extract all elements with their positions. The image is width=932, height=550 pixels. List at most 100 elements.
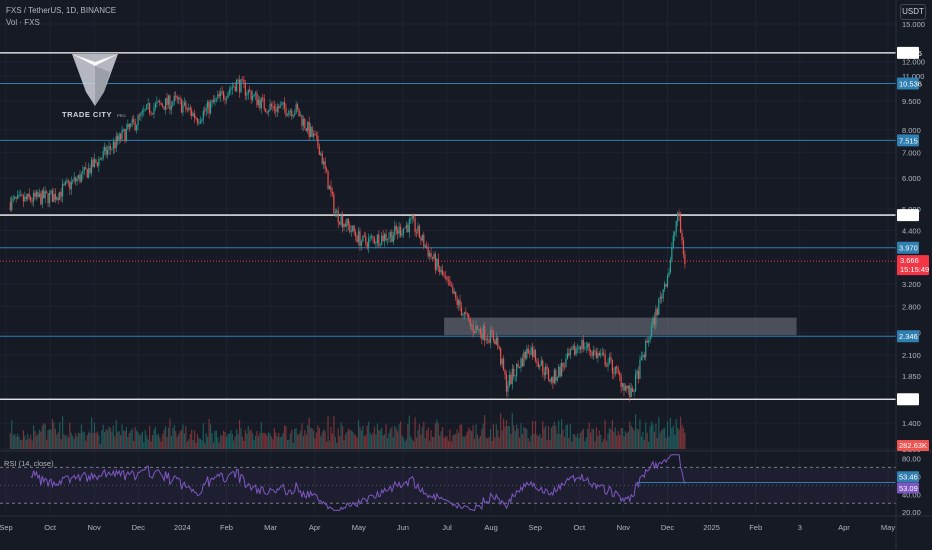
candle-body [568, 353, 570, 356]
candle-body [34, 192, 36, 197]
candle-body [315, 135, 318, 137]
candle-body [595, 351, 598, 358]
volume-bar [167, 427, 170, 449]
candle-body [600, 353, 602, 356]
volume-bar [24, 435, 26, 449]
volume-bar [53, 422, 55, 449]
candle-body [491, 330, 493, 334]
candle-body [469, 319, 471, 326]
volume-bar [241, 436, 244, 449]
volume-bar [252, 433, 254, 449]
volume-bar [574, 434, 576, 449]
volume-bar [594, 441, 596, 449]
candle-body [185, 102, 187, 110]
candle-body [658, 299, 660, 315]
candle-body [273, 106, 275, 110]
volume-bar [325, 441, 328, 449]
time-tick-label: Mar [264, 523, 277, 532]
candle-body [140, 112, 142, 116]
candle-body [417, 226, 419, 233]
volume-bar [182, 424, 184, 449]
level-badge-label: 10.536 [899, 79, 922, 88]
symbol-title[interactable]: FXS / TetherUS, 1D, BINANCE [6, 6, 117, 15]
candle-body [104, 146, 106, 152]
candle-body [430, 252, 432, 257]
candle-body [452, 286, 454, 294]
candle-body [176, 96, 178, 100]
volume-bar [624, 431, 627, 449]
candle-body [233, 86, 235, 88]
candle-body [546, 366, 548, 370]
candle-body [27, 193, 29, 200]
time-tick-label: Dec [661, 523, 675, 532]
volume-bar [553, 421, 555, 449]
candle-body [154, 103, 157, 108]
currency-button[interactable]: USDT [900, 4, 926, 20]
volume-bar [645, 422, 647, 449]
time-tick-label: 2025 [703, 523, 720, 532]
rsi-tick-label: 20.00 [902, 508, 921, 517]
candle-body [578, 346, 580, 349]
volume-bar [575, 437, 577, 449]
candle-body [561, 363, 563, 377]
candle-body [147, 103, 149, 105]
volume-bar [627, 431, 629, 449]
volume-bar [63, 433, 65, 449]
candle-body [482, 326, 484, 340]
candle-body [447, 279, 450, 281]
volume-bar [327, 416, 329, 449]
candle-body [196, 118, 199, 123]
candle-body [327, 170, 329, 190]
volume-bar [246, 433, 248, 449]
volume-bar [109, 427, 112, 449]
candle-body [542, 360, 544, 373]
volume-bar [160, 441, 162, 449]
candle-body [414, 218, 416, 233]
candle-body [308, 121, 310, 137]
candle-body [278, 106, 280, 109]
candle-body [552, 377, 554, 384]
volume-bar [285, 426, 287, 449]
logo-sub-text: PRO [117, 113, 126, 118]
volume-bar [369, 432, 371, 449]
volume-bar [633, 430, 635, 449]
volume-bar [149, 425, 151, 449]
candle-body [633, 391, 635, 393]
candle-body [446, 276, 448, 280]
candle-body [167, 95, 170, 105]
candle-body [401, 233, 403, 236]
volume-bar [192, 440, 194, 449]
candle-body [520, 358, 522, 369]
candle-body [565, 358, 567, 368]
candle-body [399, 226, 402, 236]
volume-bar [70, 432, 72, 449]
volume-bar [188, 439, 190, 449]
candle-body [350, 230, 352, 232]
candle-body [95, 159, 97, 163]
volume-bar [414, 417, 416, 449]
volume-bar [466, 431, 468, 449]
candle-body [653, 317, 656, 326]
candle-body [109, 146, 112, 150]
candle-body [392, 235, 394, 243]
candle-body [208, 101, 210, 114]
volume-bar [359, 426, 361, 449]
volume-bar [437, 423, 439, 449]
volume-bar [343, 439, 345, 449]
volume-bar [484, 415, 486, 449]
candle-body [134, 121, 136, 130]
candle-body [106, 149, 109, 155]
volume-label[interactable]: Vol · FXS [6, 18, 40, 27]
candle-body [518, 366, 521, 369]
candle-body [391, 232, 393, 243]
candle-body [47, 193, 49, 204]
volume-bar [415, 437, 418, 449]
candle-body [137, 115, 139, 126]
volume-bar [672, 425, 674, 449]
candle-body [254, 92, 257, 95]
candle-body [305, 127, 307, 131]
candle-body [681, 232, 683, 241]
candle-body [449, 280, 451, 286]
